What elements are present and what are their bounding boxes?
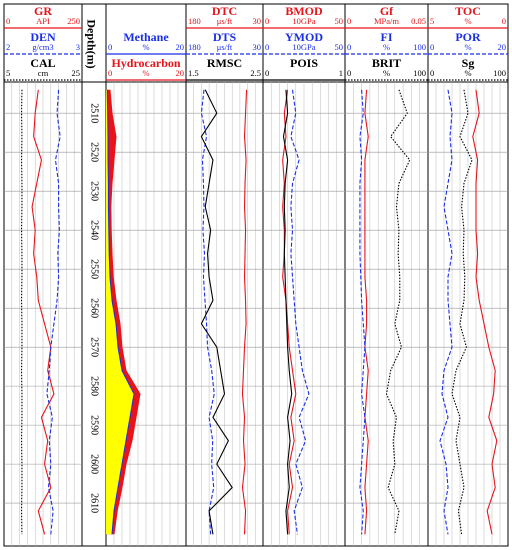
curve bbox=[439, 89, 453, 535]
frame bbox=[3, 3, 509, 547]
scale-max: 100 bbox=[493, 68, 506, 78]
curve-name: DTC bbox=[212, 4, 237, 18]
depth-tick-label: 2550 bbox=[89, 259, 100, 279]
scale-min: 0 bbox=[108, 68, 112, 78]
curve-name: CAL bbox=[30, 56, 55, 70]
scale-max: 30 bbox=[253, 42, 262, 52]
scale-unit: μs/ft bbox=[217, 42, 233, 52]
scale-max: 20 bbox=[498, 42, 507, 52]
scale-max: 2.5 bbox=[250, 68, 261, 78]
curve-name: DEN bbox=[30, 30, 56, 44]
scale-unit: % bbox=[383, 42, 390, 52]
curve-name: Sg bbox=[462, 56, 475, 70]
depth-tick-label: 2610 bbox=[89, 493, 100, 513]
scale-min: 5 bbox=[6, 68, 10, 78]
scale-unit: % bbox=[142, 68, 149, 78]
curve bbox=[241, 89, 248, 535]
scale-min: 0 bbox=[347, 16, 351, 26]
curve bbox=[31, 89, 55, 535]
depth-tick-label: 2600 bbox=[89, 454, 100, 474]
curve bbox=[106, 89, 135, 535]
scale-unit: cm bbox=[38, 68, 49, 78]
curve-name: Gf bbox=[380, 4, 394, 18]
scale-max: 0.05 bbox=[411, 16, 426, 26]
curve-name: DTS bbox=[213, 30, 237, 44]
scale-min: 0 bbox=[265, 68, 269, 78]
scale-unit: % bbox=[383, 68, 390, 78]
scale-min: 5 bbox=[430, 16, 434, 26]
curve bbox=[200, 89, 233, 535]
scale-unit: % bbox=[464, 16, 471, 26]
curve-name: RMSC bbox=[207, 56, 242, 70]
scale-min: 180 bbox=[188, 16, 201, 26]
depth-tick-label: 2580 bbox=[89, 376, 100, 396]
scale-unit: g/cm3 bbox=[32, 42, 53, 52]
depth-tick-label: 2520 bbox=[89, 142, 100, 162]
scale-max: 50 bbox=[335, 42, 344, 52]
scale-unit: MPa/m bbox=[374, 16, 399, 26]
curves bbox=[20, 89, 498, 535]
scale-min: 180 bbox=[188, 42, 201, 52]
depth-tick-label: 2510 bbox=[89, 103, 100, 123]
scale-unit: % bbox=[464, 42, 471, 52]
curve-name: Methane bbox=[123, 30, 169, 44]
scale-unit: API bbox=[36, 16, 50, 26]
depth-tick-label: 2590 bbox=[89, 415, 100, 435]
curve-name: GR bbox=[34, 4, 52, 18]
scale-max: 100 bbox=[413, 42, 426, 52]
scale-min: 0 bbox=[430, 68, 434, 78]
scale-unit: % bbox=[142, 42, 149, 52]
scale-min: 2 bbox=[6, 42, 10, 52]
curve bbox=[385, 89, 411, 535]
scale-unit: μs/ft bbox=[217, 16, 233, 26]
curve bbox=[451, 89, 473, 535]
curve bbox=[200, 89, 215, 535]
scale-min: 0 bbox=[347, 42, 351, 52]
scale-max: 3 bbox=[76, 42, 80, 52]
scale-max: 30 bbox=[253, 16, 262, 26]
curve bbox=[290, 89, 310, 535]
scale-min: 0 bbox=[108, 42, 112, 52]
scale-max: 50 bbox=[335, 16, 344, 26]
depth-tick-label: 2530 bbox=[89, 181, 100, 201]
curve-name: TOC bbox=[455, 4, 481, 18]
curve bbox=[359, 89, 366, 535]
scale-max: 25 bbox=[72, 68, 81, 78]
scale-min: 0 bbox=[265, 16, 269, 26]
scale-unit: % bbox=[464, 68, 471, 78]
depth-label: Depth(m) bbox=[84, 19, 98, 68]
curve bbox=[282, 89, 293, 535]
scale-max: 250 bbox=[67, 16, 80, 26]
scale-max: 1 bbox=[339, 68, 343, 78]
scale-max: 20 bbox=[176, 68, 185, 78]
curve-name: YMOD bbox=[285, 30, 323, 44]
scale-unit: 10GPa bbox=[292, 42, 315, 52]
curve-fill bbox=[106, 89, 134, 535]
scale-min: 0 bbox=[6, 16, 10, 26]
curve bbox=[109, 89, 141, 535]
curve-name: POIS bbox=[290, 56, 318, 70]
curve-name: BMOD bbox=[285, 4, 323, 18]
curve-name: BRIT bbox=[372, 56, 401, 70]
scale-unit: 10GPa bbox=[292, 16, 315, 26]
scale-min: 0 bbox=[265, 42, 269, 52]
curve-name: Hydrocarbon bbox=[111, 56, 180, 70]
depth-tick-label: 2560 bbox=[89, 298, 100, 318]
curve bbox=[46, 89, 61, 535]
depth-tick-label: 2570 bbox=[89, 337, 100, 357]
curve bbox=[364, 89, 369, 535]
scale-max: 0 bbox=[502, 16, 506, 26]
curve-name: POR bbox=[455, 30, 481, 44]
scale-min: 0 bbox=[347, 68, 351, 78]
scale-max: 20 bbox=[176, 42, 185, 52]
scale-max: 100 bbox=[413, 68, 426, 78]
depth-tick-label: 2540 bbox=[89, 220, 100, 240]
scale-min: 1.5 bbox=[188, 68, 199, 78]
curve-name: FI bbox=[381, 30, 393, 44]
curve bbox=[472, 89, 498, 535]
scale-min: 0 bbox=[430, 42, 434, 52]
